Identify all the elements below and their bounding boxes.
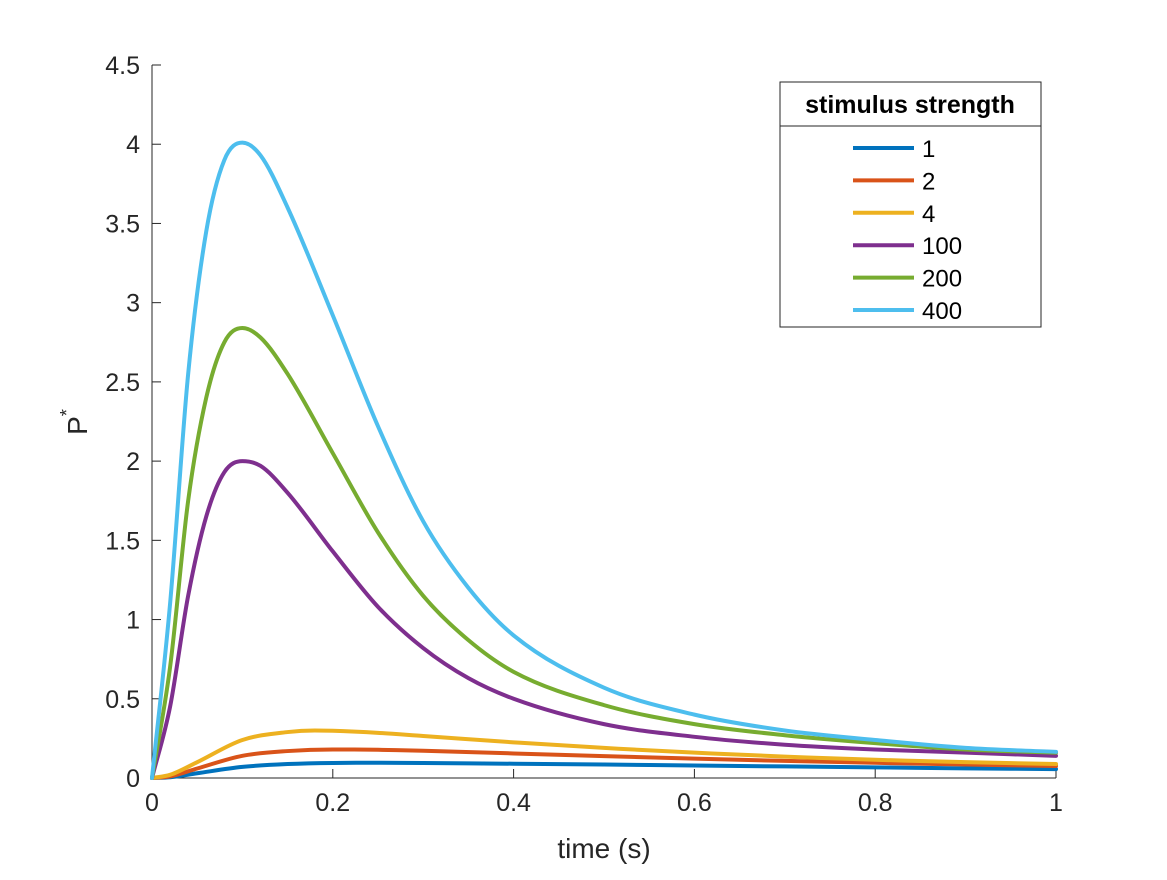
series-line-100 [150,459,1058,780]
y-tick-label: 0.5 [105,686,140,714]
y-tick-label: 0 [126,765,140,793]
series-line-2 [150,747,1058,780]
series-lines [150,140,1058,780]
legend-entry-1: 1 [922,136,935,163]
x-tick-label: 1 [1049,789,1063,817]
y-tick-label: 3.5 [105,210,140,238]
x-axis-label: time (s) [557,833,650,864]
legend-entry-2: 2 [922,168,935,195]
legend-entry-400: 400 [922,298,962,325]
x-tick-label: 0.8 [858,789,893,817]
y-tick-label: 3 [126,290,140,318]
legend-title: stimulus strength [805,91,1015,119]
series-line-400 [150,140,1058,780]
y-tick-label: 4.5 [105,52,140,80]
y-tick-label: 1.5 [105,527,140,555]
legend-entry-100: 100 [922,233,962,260]
y-axis-label-main: P [62,416,93,435]
y-tick-label: 2.5 [105,369,140,397]
y-tick-label: 1 [126,607,140,635]
y-axis-label-superscript: * [57,409,77,416]
legend-box [779,81,1042,328]
series-line-1 [150,760,1058,780]
axes: 0 0.2 0.4 0.6 0.8 1 0 0.5 1 1.5 2 2.5 3 3.5 4 4.5 [105,52,1063,817]
x-tick-label: 0 [145,789,159,817]
x-tick-label: 0.2 [315,789,350,817]
y-tick-label: 4 [126,131,140,159]
legend-entry-200: 200 [922,266,962,293]
x-tick-label: 0.4 [496,789,531,817]
y-tick-label: 2 [126,448,140,476]
series-line-4 [150,728,1058,780]
x-tick-label: 0.6 [677,789,712,817]
y-axis-label: P* [57,409,93,435]
series-line-200 [150,326,1058,780]
legend: stimulus strength 1 2 4 100 200 400 [779,81,1042,328]
legend-entry-4: 4 [922,201,935,228]
